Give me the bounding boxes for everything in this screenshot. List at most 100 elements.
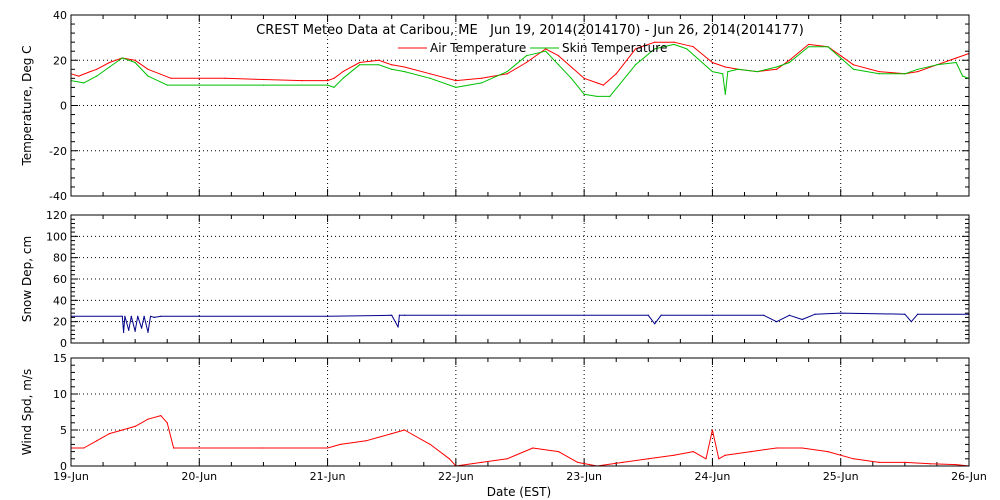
plot-frame bbox=[70, 357, 970, 467]
data-point bbox=[262, 447, 265, 449]
x-tick-label: 23-Jun bbox=[566, 470, 602, 483]
x-axis-title: Date (EST) bbox=[487, 485, 551, 499]
data-point bbox=[359, 61, 361, 64]
data-point bbox=[198, 77, 200, 79]
data-point bbox=[262, 78, 265, 81]
data-point bbox=[147, 75, 149, 77]
data-point bbox=[602, 84, 604, 86]
wind-speed-panel: 0 5 10 15 Wind Spd, m/s 19-Jun 20-Jun 21-Jun 22-… bbox=[20, 352, 987, 483]
data-point bbox=[326, 315, 329, 317]
data-point bbox=[134, 330, 136, 332]
data-point bbox=[622, 461, 624, 463]
data-point bbox=[359, 64, 361, 66]
data-point bbox=[78, 75, 80, 77]
data-point bbox=[827, 46, 829, 48]
data-point bbox=[615, 73, 617, 75]
data-point bbox=[137, 315, 139, 317]
data-point bbox=[108, 61, 111, 64]
data-point bbox=[170, 77, 172, 79]
data-point bbox=[134, 61, 136, 64]
data-point bbox=[583, 77, 585, 79]
data-point bbox=[391, 68, 393, 70]
data-point bbox=[525, 55, 528, 57]
data-point bbox=[711, 70, 714, 73]
y-tick-label: 15 bbox=[53, 352, 67, 365]
data-point bbox=[775, 66, 778, 68]
y-tick-label: 0 bbox=[60, 337, 67, 350]
data-point bbox=[160, 415, 162, 417]
data-point bbox=[147, 331, 149, 333]
data-point bbox=[108, 433, 111, 435]
plot-frame bbox=[70, 214, 970, 344]
data-point bbox=[692, 451, 694, 453]
data-point bbox=[756, 70, 758, 73]
data-point bbox=[108, 66, 111, 68]
data-point bbox=[96, 440, 98, 442]
y-tick-label: 0 bbox=[60, 460, 67, 473]
data-point bbox=[801, 447, 803, 449]
data-point bbox=[705, 458, 707, 460]
data-point bbox=[455, 80, 457, 82]
data-point bbox=[333, 77, 335, 79]
wind-speed-series-line bbox=[71, 415, 970, 467]
data-point bbox=[166, 84, 168, 86]
data-point bbox=[596, 95, 598, 98]
data-point bbox=[840, 55, 842, 57]
y-tick-label: 10 bbox=[53, 388, 67, 401]
temperature-axis-title: Temperature, Deg C bbox=[20, 45, 34, 166]
data-point bbox=[147, 418, 149, 420]
data-point bbox=[397, 326, 399, 328]
data-point bbox=[904, 461, 906, 463]
data-point bbox=[788, 314, 791, 316]
legend: Air Temperature Skin Temperature bbox=[398, 41, 667, 55]
data-point bbox=[403, 66, 406, 68]
data-point bbox=[955, 463, 957, 466]
y-tick-label: 20 bbox=[53, 54, 67, 67]
data-point bbox=[724, 93, 726, 95]
data-point bbox=[124, 315, 126, 317]
x-tick-label: 19-Jun bbox=[53, 470, 89, 483]
data-point bbox=[904, 73, 906, 75]
data-point bbox=[557, 64, 560, 66]
data-point bbox=[692, 46, 694, 48]
data-point bbox=[647, 314, 649, 316]
data-point bbox=[326, 80, 329, 82]
data-point bbox=[480, 77, 483, 79]
data-point bbox=[480, 82, 483, 84]
data-point bbox=[448, 458, 451, 460]
y-tick-label: 40 bbox=[53, 9, 67, 22]
data-point bbox=[198, 84, 200, 86]
data-point bbox=[814, 313, 816, 315]
x-tick-label: 25-Jun bbox=[823, 470, 859, 483]
data-point bbox=[342, 70, 344, 73]
y-tick-label: 80 bbox=[53, 252, 67, 265]
data-point bbox=[147, 68, 149, 70]
data-point bbox=[570, 77, 572, 79]
data-point bbox=[429, 443, 431, 445]
data-point bbox=[398, 314, 401, 316]
data-point bbox=[455, 86, 457, 88]
data-point bbox=[326, 84, 329, 86]
x-tick-label: 24-Jun bbox=[695, 470, 731, 483]
legend-skin-temp-label: Skin Temperature bbox=[562, 41, 667, 55]
data-point bbox=[654, 48, 656, 50]
x-tick-label: 21-Jun bbox=[310, 470, 346, 483]
data-point bbox=[153, 316, 155, 318]
data-point bbox=[89, 70, 91, 73]
data-point bbox=[545, 48, 547, 50]
data-point bbox=[634, 48, 637, 50]
data-point bbox=[365, 440, 367, 442]
data-point bbox=[96, 68, 98, 70]
data-point bbox=[654, 323, 656, 325]
data-point bbox=[570, 66, 572, 68]
data-point bbox=[557, 55, 560, 57]
data-point bbox=[480, 461, 483, 463]
data-point bbox=[609, 95, 611, 98]
data-point bbox=[788, 61, 791, 64]
data-point bbox=[724, 454, 726, 456]
data-point bbox=[198, 315, 200, 317]
y-tick-label: 40 bbox=[53, 294, 67, 307]
data-point bbox=[403, 70, 406, 73]
data-point bbox=[130, 315, 132, 317]
